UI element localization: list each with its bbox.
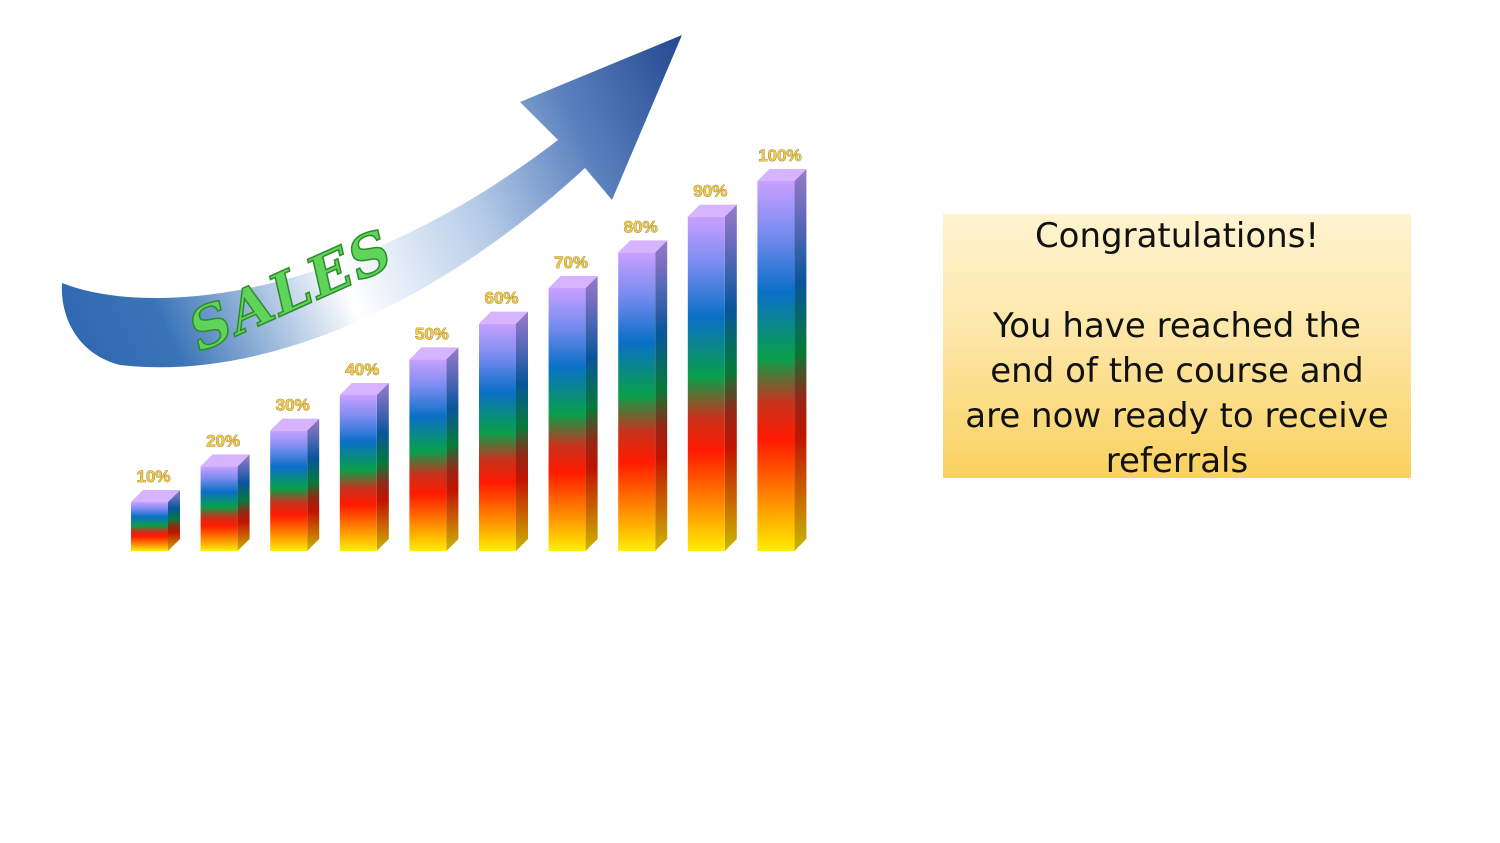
bar-30%: 30% (270, 395, 320, 551)
bar-front (270, 430, 308, 551)
message-body: You have reached the end of the course a… (965, 306, 1389, 481)
bar-top (618, 240, 668, 253)
bar-data-label: 10% (136, 467, 170, 486)
bar-front (757, 181, 795, 551)
bar-side (516, 311, 528, 551)
bar-front (548, 288, 586, 551)
bar-data-label: 60% (484, 289, 518, 308)
bar-data-label: 90% (693, 182, 727, 201)
bar-data-label: 20% (206, 431, 240, 450)
bar-90%: 90% (687, 181, 737, 551)
bar-20%: 20% (200, 431, 250, 551)
message-box: Congratulations! You have reached the en… (943, 214, 1411, 481)
bar-side (376, 383, 389, 551)
bar-data-label: 100% (758, 146, 801, 165)
bar-front (131, 502, 168, 551)
bar-side (724, 204, 737, 551)
bar-side (655, 240, 668, 552)
bar-10%: 10% (131, 467, 180, 551)
bar-top (270, 418, 320, 431)
bar-side (168, 490, 180, 551)
bar-60%: 60% (479, 288, 528, 551)
bar-top (200, 454, 250, 467)
bar-data-label: 80% (624, 217, 658, 236)
bar-top (131, 490, 180, 502)
bar-top (479, 311, 528, 324)
bar-data-label: 30% (276, 396, 310, 415)
bar-80%: 80% (618, 217, 668, 552)
bar-top (757, 169, 807, 181)
bar-data-label: 40% (345, 360, 379, 379)
bar-front (339, 395, 377, 551)
bar-data-label: 50% (415, 324, 449, 343)
bar-side (237, 454, 250, 551)
bar-100%: 100% (757, 146, 807, 551)
bar-70%: 70% (548, 253, 598, 551)
message-spacer (961, 259, 1393, 304)
bar-front (409, 359, 447, 551)
bar-side (585, 276, 598, 551)
bar-top (548, 276, 598, 288)
bar-top (687, 204, 737, 217)
bar-top (339, 383, 389, 395)
bar-40%: 40% (339, 360, 389, 551)
bar-front (200, 466, 238, 551)
bar-front (687, 216, 725, 551)
bar-front (479, 323, 516, 551)
message-heading: Congratulations! (1034, 216, 1320, 256)
bar-top (409, 347, 459, 360)
bar-side (446, 347, 459, 551)
arrow-body (61, 35, 682, 368)
bar-side (794, 169, 807, 551)
bar-side (307, 418, 320, 551)
bar-data-label: 70% (554, 253, 588, 272)
bar-front (618, 252, 656, 552)
bar-50%: 50% (409, 324, 459, 551)
bar-series: 10% 20% 30% 40% 50% 60% 70% 80% 90% 100% (131, 146, 807, 552)
